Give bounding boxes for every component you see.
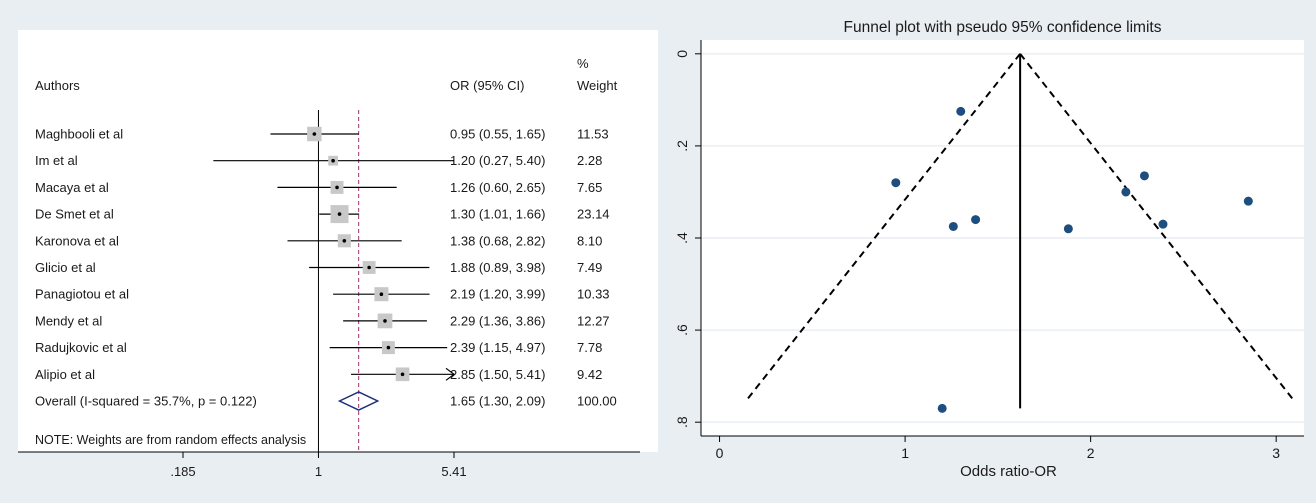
study-point xyxy=(1158,219,1168,229)
study-weight: 11.53 xyxy=(577,127,609,142)
study-author: De Smet et al xyxy=(35,207,114,222)
study-row: Maghbooli et al 0.95 (0.55, 1.65) 11.53 xyxy=(35,127,609,142)
study-row: Karonova et al 1.38 (0.68, 2.82) 8.10 xyxy=(35,233,602,248)
study-point xyxy=(1121,187,1131,197)
study-weight: 10.33 xyxy=(577,287,610,302)
header-authors: Authors xyxy=(35,78,80,93)
note-text: NOTE: Weights are from random effects an… xyxy=(35,433,306,447)
study-point xyxy=(1063,224,1073,234)
study-author: Alipio et al xyxy=(35,367,95,382)
study-or-ci: 1.30 (1.01, 1.66) xyxy=(450,207,545,222)
study-author: Macaya et al xyxy=(35,180,109,195)
x-tick-label: .185 xyxy=(170,464,195,479)
study-or-ci: 2.19 (1.20, 3.99) xyxy=(450,287,545,302)
study-or-ci: 1.26 (0.60, 2.65) xyxy=(450,180,545,195)
header-or-ci: OR (95% CI) xyxy=(450,78,524,93)
point-estimate xyxy=(337,212,342,216)
overall-label: Overall (I-squared = 35.7%, p = 0.122) xyxy=(35,394,257,409)
funnel-plot: Funnel plot with pseudo 95% confidence l… xyxy=(674,19,1304,480)
overall-weight: 100.00 xyxy=(577,394,617,409)
study-row: Radujkovic et al 2.39 (1.15, 4.97) 7.78 xyxy=(35,340,602,355)
study-weight: 7.78 xyxy=(577,340,602,355)
study-row: Im et al 1.20 (0.27, 5.40) 2.28 xyxy=(35,153,602,168)
study-or-ci: 2.39 (1.15, 4.97) xyxy=(450,340,545,355)
point-estimate xyxy=(400,372,405,377)
y-tick-label: .2 xyxy=(674,140,690,152)
study-or-ci: 1.38 (0.68, 2.82) xyxy=(450,233,545,248)
study-weight: 7.65 xyxy=(577,180,602,195)
study-point xyxy=(956,106,966,116)
x-tick-label: 1 xyxy=(315,464,322,479)
forest-plot-panel: Authors OR (95% CI)% Weight Maghbooli et al… xyxy=(18,30,658,479)
study-or-ci: 2.29 (1.36, 3.86) xyxy=(450,313,545,328)
study-point xyxy=(891,178,901,188)
x-tick-label: 1 xyxy=(901,445,909,461)
study-weight: 23.14 xyxy=(577,207,610,222)
study-row: Mendy et al 2.29 (1.36, 3.86) 12.27 xyxy=(35,313,610,328)
y-tick-label: .6 xyxy=(674,324,690,336)
upper-confidence-limit xyxy=(1019,53,1296,403)
point-estimate xyxy=(331,158,335,163)
y-tick-label: .8 xyxy=(674,416,690,428)
lower-confidence-limit xyxy=(744,53,1021,403)
study-or-ci: 1.20 (0.27, 5.40) xyxy=(450,153,545,168)
study-weight: 12.27 xyxy=(577,313,610,328)
y-tick-label: .4 xyxy=(674,232,690,244)
study-author: Mendy et al xyxy=(35,313,102,328)
study-author: Maghbooli et al xyxy=(35,127,123,142)
point-estimate xyxy=(379,292,384,297)
point-estimate xyxy=(383,319,387,323)
study-author: Karonova et al xyxy=(35,233,119,248)
study-weight: 8.10 xyxy=(577,233,602,248)
study-row: Alipio et al 2.85 (1.50, 5.41) 9.42 xyxy=(35,367,602,382)
y-tick-label: 0 xyxy=(674,50,690,58)
x-tick-label: 2 xyxy=(1087,445,1095,461)
x-axis-label: Odds ratio-OR xyxy=(960,463,1057,480)
study-or-ci: 2.85 (1.50, 5.41) xyxy=(450,367,545,382)
study-or-ci: 0.95 (0.55, 1.65) xyxy=(450,127,545,142)
study-row: Glicio et al 1.88 (0.89, 3.98) 7.49 xyxy=(35,260,602,275)
study-point xyxy=(1139,171,1149,181)
chart-title: Funnel plot with pseudo 95% confidence l… xyxy=(844,19,1162,36)
study-weight: 9.42 xyxy=(577,367,602,382)
study-point xyxy=(1243,196,1253,206)
point-estimate xyxy=(335,185,339,190)
study-weight: 7.49 xyxy=(577,260,602,275)
study-row: Panagiotou et al 2.19 (1.20, 3.99) 10.33 xyxy=(35,287,610,302)
x-tick-label: 0 xyxy=(716,445,724,461)
overall-or-ci: 1.65 (1.30, 2.09) xyxy=(450,394,545,409)
point-estimate xyxy=(386,345,391,350)
header-weight: Weight xyxy=(577,78,618,93)
study-point xyxy=(971,215,981,225)
point-estimate xyxy=(342,239,347,243)
study-weight: 2.28 xyxy=(577,153,602,168)
study-author: Panagiotou et al xyxy=(35,287,129,302)
point-estimate xyxy=(367,265,371,270)
funnel-plot-panel: Funnel plot with pseudo 95% confidence l… xyxy=(664,0,1316,503)
x-tick-label: 5.41 xyxy=(441,464,466,479)
header-percent: % xyxy=(577,56,589,71)
x-tick-label: 3 xyxy=(1272,445,1280,461)
study-point xyxy=(937,403,947,413)
study-point xyxy=(948,221,958,231)
overall-diamond xyxy=(337,391,380,411)
study-row: Macaya et al 1.26 (0.60, 2.65) 7.65 xyxy=(35,180,602,195)
study-author: Glicio et al xyxy=(35,260,96,275)
ci-arrow xyxy=(445,367,455,381)
study-or-ci: 1.88 (0.89, 3.98) xyxy=(450,260,545,275)
study-row: De Smet et al 1.30 (1.01, 1.66) 23.14 xyxy=(35,205,610,224)
point-estimate xyxy=(312,132,317,136)
study-author: Im et al xyxy=(35,153,78,168)
forest-plot: Authors OR (95% CI)% Weight Maghbooli et al… xyxy=(18,30,658,479)
study-author: Radujkovic et al xyxy=(35,340,127,355)
